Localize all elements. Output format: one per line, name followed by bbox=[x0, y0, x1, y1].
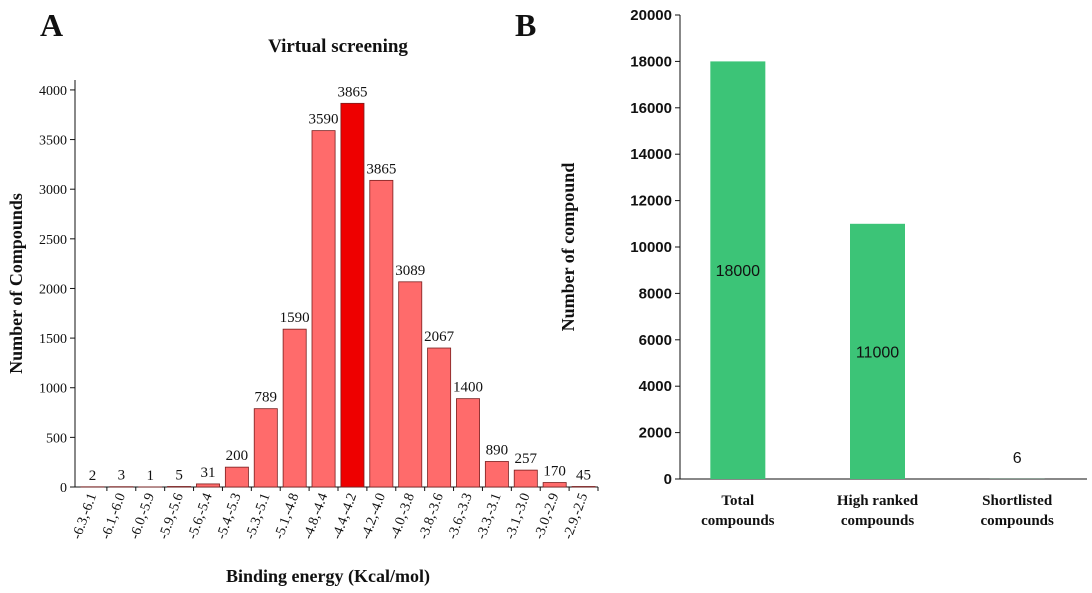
x-tick-label: -2.9,-2.5 bbox=[561, 491, 591, 541]
bar bbox=[340, 102, 365, 488]
bar bbox=[224, 466, 249, 488]
y-tick-label: 2000 bbox=[39, 282, 67, 297]
x-tick-label: -4.4,-4.2 bbox=[330, 491, 360, 541]
x-tick-label: -4.8,-4.4 bbox=[301, 491, 331, 541]
y-tick-label: 500 bbox=[46, 431, 67, 446]
x-tick-label: -5.1,-4.8 bbox=[272, 491, 302, 541]
y-tick-label: 10000 bbox=[630, 239, 672, 256]
bar-label: 11000 bbox=[856, 344, 899, 361]
x-tick-label: -5.9,-5.6 bbox=[156, 491, 186, 541]
y-tick-label: 20000 bbox=[630, 7, 672, 24]
bar bbox=[253, 408, 278, 488]
panel-letter: A bbox=[40, 7, 63, 43]
bar bbox=[398, 281, 423, 488]
bar-label: 2067 bbox=[424, 329, 455, 345]
bar bbox=[282, 328, 307, 488]
bar-label: 18000 bbox=[716, 263, 761, 280]
bar-label: 3089 bbox=[395, 263, 425, 279]
bar-label: 31 bbox=[201, 465, 216, 481]
y-tick-label: 6000 bbox=[639, 332, 672, 349]
y-tick-label: 1000 bbox=[39, 382, 67, 397]
y-tick-label: 14000 bbox=[630, 146, 672, 163]
bar-label: 789 bbox=[255, 390, 278, 406]
x-tick-label: -3.8,-3.6 bbox=[416, 491, 446, 541]
bar-label: 1 bbox=[146, 468, 154, 484]
x-tick-label: -4.0,-3.8 bbox=[388, 491, 418, 541]
x-tick-label: -3.1,-3.0 bbox=[503, 491, 533, 541]
bar-label: 1590 bbox=[280, 310, 310, 326]
x-tick-label: -3.3,-3.1 bbox=[474, 491, 504, 541]
y-tick-label: 8000 bbox=[639, 285, 672, 302]
x-axis-label: Binding energy (Kcal/mol) bbox=[226, 566, 430, 587]
x-tick-label: -5.3,-5.1 bbox=[243, 491, 273, 541]
y-tick-label: 1500 bbox=[39, 332, 67, 347]
bar bbox=[484, 461, 509, 488]
y-tick-label: 3000 bbox=[39, 183, 67, 198]
y-axis-label: Number of Compounds bbox=[6, 193, 26, 374]
x-tick-label: Total compounds bbox=[701, 493, 775, 529]
bar-label: 3865 bbox=[337, 84, 367, 100]
bar-label: 890 bbox=[486, 442, 509, 458]
panel-letter: B bbox=[515, 7, 536, 43]
y-axis-label: Number of compound bbox=[558, 163, 578, 332]
x-tick-label: -6.0,-5.9 bbox=[128, 491, 158, 541]
bar-label: 1400 bbox=[453, 380, 483, 396]
bar bbox=[456, 398, 480, 488]
bar bbox=[427, 347, 452, 488]
bar bbox=[311, 130, 336, 488]
bar bbox=[513, 469, 538, 488]
bar-label: 3590 bbox=[309, 112, 339, 128]
y-tick-label: 0 bbox=[664, 471, 672, 488]
y-tick-label: 2500 bbox=[39, 233, 67, 248]
bar-label: 45 bbox=[576, 468, 591, 484]
y-tick-label: 2000 bbox=[639, 425, 672, 442]
bar-label: 2 bbox=[89, 468, 97, 484]
x-tick-label: -3.0,-2.9 bbox=[532, 491, 562, 541]
bar-label: 3865 bbox=[366, 161, 396, 177]
bar bbox=[196, 483, 220, 488]
bar-label: 3 bbox=[118, 468, 126, 484]
bar-label: 257 bbox=[515, 451, 538, 467]
bar-label: 170 bbox=[543, 464, 566, 480]
y-tick-label: 4000 bbox=[39, 84, 67, 99]
x-tick-label: -6.1,-6.0 bbox=[99, 491, 129, 541]
x-tick-label: -5.6,-5.4 bbox=[185, 491, 215, 541]
bar bbox=[850, 223, 905, 479]
bar bbox=[369, 179, 394, 488]
y-tick-label: 0 bbox=[60, 481, 67, 496]
x-tick-label: Shortlisted compounds bbox=[980, 493, 1054, 529]
bar-label: 5 bbox=[175, 468, 183, 484]
y-tick-label: 18000 bbox=[630, 53, 672, 70]
chart-title: Virtual screening bbox=[268, 36, 408, 57]
x-tick-label: High ranked compounds bbox=[837, 493, 919, 529]
y-tick-label: 16000 bbox=[630, 100, 672, 117]
x-tick-label: -3.6,-3.3 bbox=[445, 491, 475, 541]
x-tick-label: -5.4,-5.3 bbox=[214, 491, 244, 541]
y-tick-label: 4000 bbox=[639, 378, 672, 395]
bar-label: 6 bbox=[1013, 450, 1022, 467]
bar bbox=[542, 482, 567, 488]
bar-label: 200 bbox=[226, 448, 249, 464]
x-tick-label: -4.2,-4.0 bbox=[359, 491, 389, 541]
y-tick-label: 3500 bbox=[39, 134, 67, 149]
x-tick-label: -6.3,-6.1 bbox=[70, 491, 100, 541]
bar bbox=[710, 61, 766, 480]
y-tick-label: 12000 bbox=[630, 193, 672, 210]
